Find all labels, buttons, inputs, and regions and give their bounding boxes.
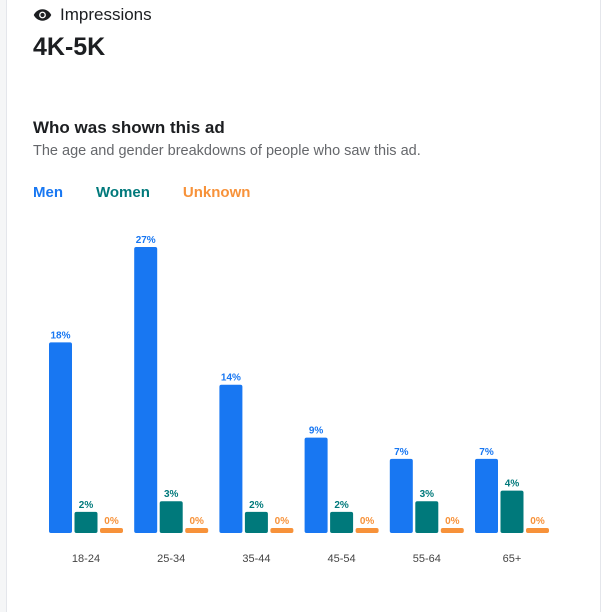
bar-men-18-24[interactable]: [49, 342, 72, 533]
bar-women-18-24[interactable]: [74, 511, 98, 533]
section-subtitle: The age and gender breakdowns of people …: [33, 143, 421, 159]
legend-unknown[interactable]: Unknown: [182, 184, 251, 201]
bar-label-women-55-64: 3%: [420, 489, 435, 500]
chart-legend: Men Women Unknown: [33, 184, 283, 201]
bar-label-unknown-18-24: 0%: [104, 516, 119, 527]
bar-unknown-35-44[interactable]: [270, 528, 294, 533]
bar-unknown-55-64[interactable]: [440, 528, 464, 533]
bar-men-65+[interactable]: [475, 458, 498, 533]
bar-label-unknown-65+: 0%: [530, 516, 545, 527]
category-label-25-34: 25-34: [157, 553, 185, 565]
bar-women-55-64[interactable]: [415, 501, 439, 533]
bar-label-unknown-45-54: 0%: [360, 516, 375, 527]
bar-label-women-45-54: 2%: [334, 500, 349, 511]
impressions-label: Impressions: [60, 5, 152, 24]
page-edge: [0, 0, 6, 612]
bar-label-men-35-44: 14%: [221, 373, 241, 384]
category-label-35-44: 35-44: [242, 553, 270, 565]
impressions-metric: Impressions: [33, 3, 152, 27]
bar-women-25-34[interactable]: [159, 501, 183, 533]
bar-label-women-25-34: 3%: [164, 489, 179, 500]
eye-icon: [33, 9, 52, 21]
legend-women[interactable]: Women: [96, 184, 150, 201]
category-label-65+: 65+: [503, 553, 522, 565]
category-label-18-24: 18-24: [72, 553, 100, 565]
category-label-55-64: 55-64: [413, 553, 441, 565]
bar-label-men-18-24: 18%: [50, 330, 70, 341]
bar-women-45-54[interactable]: [330, 511, 354, 533]
bar-label-unknown-55-64: 0%: [445, 516, 460, 527]
bar-label-men-65+: 7%: [479, 447, 494, 458]
bar-label-women-35-44: 2%: [249, 500, 264, 511]
bar-unknown-45-54[interactable]: [355, 528, 379, 533]
bar-women-65+[interactable]: [500, 490, 524, 533]
bar-women-35-44[interactable]: [244, 511, 268, 533]
bar-men-35-44[interactable]: [219, 384, 243, 533]
bar-label-women-65+: 4%: [505, 479, 520, 490]
bar-unknown-18-24[interactable]: [100, 528, 123, 533]
bar-men-45-54[interactable]: [304, 437, 328, 533]
bar-men-25-34[interactable]: [134, 247, 158, 533]
bar-men-55-64[interactable]: [389, 458, 413, 533]
bar-label-unknown-25-34: 0%: [189, 516, 204, 527]
bar-label-unknown-35-44: 0%: [275, 516, 290, 527]
impressions-value: 4K-5K: [33, 33, 106, 61]
bar-label-women-18-24: 2%: [79, 500, 94, 511]
bar-label-men-45-54: 9%: [309, 426, 324, 437]
bar-label-men-55-64: 7%: [394, 447, 409, 458]
bar-unknown-65+[interactable]: [526, 528, 549, 533]
bar-label-men-25-34: 27%: [136, 235, 156, 246]
category-label-45-54: 45-54: [328, 553, 356, 565]
legend-men[interactable]: Men: [33, 184, 63, 201]
section-title: Who was shown this ad: [33, 118, 225, 137]
bar-unknown-25-34[interactable]: [185, 528, 209, 533]
